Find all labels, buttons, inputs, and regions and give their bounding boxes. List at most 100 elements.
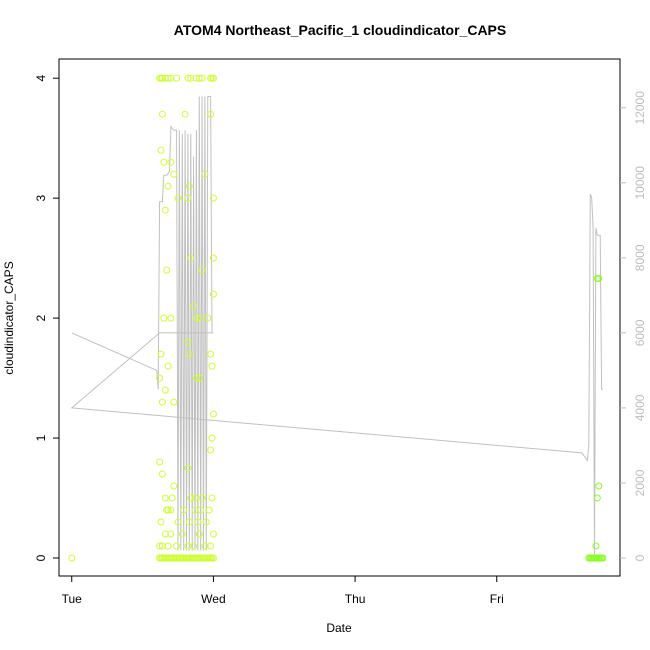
data-point [207, 110, 215, 118]
data-point [209, 254, 217, 262]
data-point [178, 530, 186, 538]
data-point [190, 542, 198, 550]
data-point [167, 506, 175, 514]
y2-tick-label: 12000 [633, 91, 647, 125]
data-point [161, 494, 169, 502]
y-tick-label: 0 [34, 554, 48, 561]
data-point [163, 506, 171, 514]
data-point [167, 158, 175, 166]
data-point [184, 464, 192, 472]
data-point [157, 350, 165, 358]
y2-tick-label: 6000 [633, 319, 647, 346]
data-point [192, 374, 200, 382]
data-point [195, 74, 203, 82]
data-point [209, 74, 217, 82]
data-point [198, 74, 206, 82]
y-tick-label: 4 [34, 75, 48, 82]
data-point [195, 374, 203, 382]
data-point [167, 314, 175, 322]
data-point [184, 542, 192, 550]
y-tick-label: 2 [34, 314, 48, 321]
data-point [185, 182, 193, 190]
data-point [595, 554, 603, 562]
data-point [157, 146, 165, 154]
data-point [207, 542, 215, 550]
data-point [160, 314, 168, 322]
x-tick-label: Thu [345, 592, 366, 606]
data-point [184, 194, 192, 202]
data-point [595, 482, 603, 490]
data-point [68, 554, 76, 562]
data-point [184, 74, 192, 82]
data-point [164, 74, 172, 82]
data-point [208, 434, 216, 442]
data-point [207, 446, 215, 454]
y2-tick-label: 4000 [633, 394, 647, 421]
data-point [198, 494, 206, 502]
data-point [202, 518, 210, 526]
data-point [209, 410, 217, 418]
data-point [160, 158, 168, 166]
data-point [161, 206, 169, 214]
data-point [156, 374, 164, 382]
data-point [174, 518, 182, 526]
data-point [156, 458, 164, 466]
data-point [184, 338, 192, 346]
data-point [205, 506, 213, 514]
data-point [595, 275, 603, 282]
y2-tick-label: 10000 [633, 166, 647, 200]
y-tick-label: 1 [34, 434, 48, 441]
data-point [599, 554, 607, 562]
data-point [195, 314, 203, 322]
y2-tick-label: 0 [633, 554, 647, 561]
y-tick-label: 3 [34, 194, 48, 201]
data-point [170, 482, 178, 490]
data-point [593, 494, 601, 502]
data-point [158, 398, 166, 406]
data-point [209, 554, 217, 562]
data-point [174, 194, 182, 202]
data-point [209, 194, 217, 202]
data-point [156, 542, 164, 550]
data-point [208, 494, 216, 502]
data-point [170, 170, 178, 178]
data-point [170, 398, 178, 406]
data-point [208, 362, 216, 370]
y-axis: 0 1 2 3 4 [34, 75, 59, 561]
data-point [158, 110, 166, 118]
x-tick-label: Wed [201, 592, 225, 606]
data-point [173, 542, 181, 550]
data-point [191, 494, 199, 502]
data-point [187, 494, 195, 502]
data-point [201, 542, 209, 550]
data-point [209, 290, 217, 298]
data-point [209, 530, 217, 538]
data-point [207, 350, 215, 358]
data-point [592, 542, 600, 550]
x-axis-label: Date [326, 621, 352, 635]
data-point [195, 530, 203, 538]
data-point [194, 518, 202, 526]
series-layer [68, 74, 607, 562]
data-point [167, 530, 175, 538]
data-point [187, 254, 195, 262]
data-point [164, 542, 172, 550]
data-point [197, 506, 205, 514]
data-point [164, 362, 172, 370]
chart-title: ATOM4 Northeast_Pacific_1 cloudindicator… [174, 22, 506, 38]
data-point [164, 182, 172, 190]
data-point [158, 470, 166, 478]
x-tick-label: Fri [490, 592, 504, 606]
y2-tick-label: 2000 [633, 469, 647, 496]
data-point [190, 302, 198, 310]
data-point [192, 314, 200, 322]
data-point [201, 170, 209, 178]
data-point [161, 386, 169, 394]
data-point [185, 518, 193, 526]
data-point [592, 554, 600, 562]
data-point [173, 74, 181, 82]
y2-tick-label: 8000 [633, 244, 647, 271]
data-point [168, 494, 176, 502]
data-point [180, 506, 188, 514]
